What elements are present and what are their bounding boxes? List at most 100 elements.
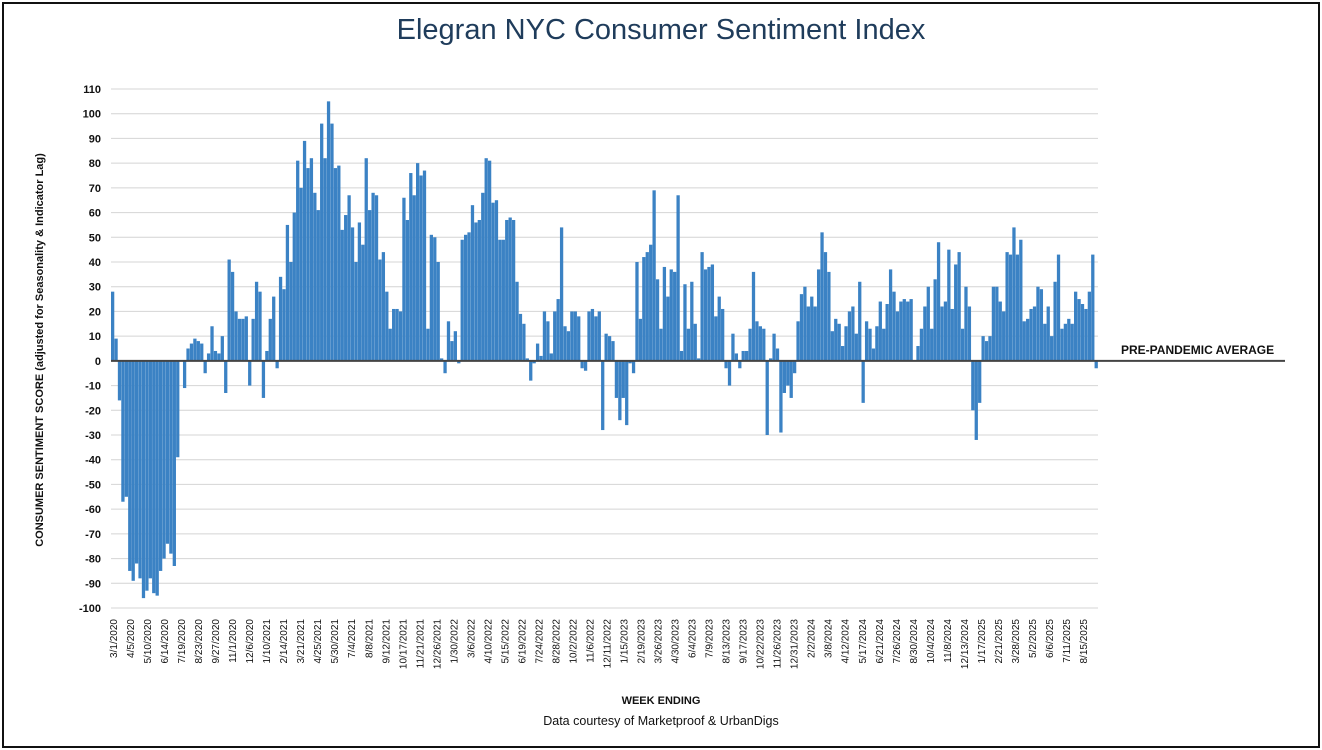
data-source-note: Data courtesy of Marketproof & UrbanDigs (543, 714, 779, 728)
bar (882, 328, 886, 361)
bar (734, 353, 739, 361)
bar (936, 242, 941, 361)
bar (1053, 281, 1057, 361)
x-tick-label: 11/26/2023 (773, 619, 784, 669)
bar (457, 360, 461, 364)
bar (505, 219, 509, 361)
bar (148, 360, 152, 579)
bar (364, 158, 368, 361)
x-tick-label: 7/9/2023 (705, 619, 716, 658)
x-tick-label: 12/6/2020 (245, 619, 256, 664)
x-tick-label: 6/6/2025 (1045, 619, 1056, 658)
x-tick-label: 3/6/2022 (466, 619, 477, 658)
bar (244, 316, 248, 361)
bar (796, 321, 800, 361)
bar (121, 360, 125, 502)
bar (573, 311, 577, 361)
x-tick-label: 2/21/2025 (994, 619, 1005, 664)
bar (690, 281, 694, 361)
x-tick-label: 10/2/2022 (568, 619, 579, 664)
bar (542, 311, 547, 361)
bar (697, 358, 701, 361)
x-tick-label: 1/30/2022 (449, 619, 460, 664)
bar (559, 227, 564, 361)
bar (453, 331, 457, 361)
bar (703, 269, 708, 361)
bar (899, 301, 903, 361)
bar (340, 229, 344, 361)
x-tick-label: 9/27/2020 (211, 619, 222, 664)
x-tick-label: 6/21/2024 (875, 619, 886, 664)
bar (981, 336, 985, 361)
x-tick-label: 5/15/2022 (500, 619, 511, 664)
bar (991, 286, 996, 361)
bar (614, 360, 619, 398)
x-tick-label: 3/1/2020 (109, 619, 120, 658)
bar (422, 170, 427, 361)
bar (230, 271, 235, 361)
bar (676, 195, 680, 361)
bar (117, 360, 122, 401)
bar (460, 239, 464, 361)
x-tick-label: 11/8/2024 (943, 619, 954, 663)
x-tick-label: 4/5/2020 (126, 619, 137, 658)
bar (847, 311, 852, 361)
x-tick-label: 6/19/2022 (517, 619, 528, 664)
bar (950, 308, 954, 361)
x-tick-label: 7/26/2024 (892, 619, 903, 664)
bar (285, 224, 290, 361)
bar (916, 346, 920, 361)
bar (172, 360, 176, 566)
x-tick-label: 8/28/2022 (551, 619, 562, 664)
bar (224, 360, 228, 393)
x-tick-label: 11/21/2021 (415, 619, 426, 669)
bar (861, 360, 865, 403)
bar (450, 341, 454, 361)
x-tick-label: 10/4/2024 (926, 619, 937, 664)
bar (933, 279, 937, 361)
bar (1046, 306, 1050, 361)
bar (628, 360, 632, 364)
bar (210, 326, 214, 361)
bar (1091, 254, 1095, 361)
bar (988, 336, 992, 361)
x-tick-label: 4/25/2021 (313, 619, 324, 664)
bar (532, 360, 536, 364)
bar (943, 301, 948, 361)
bar (751, 271, 756, 361)
x-tick-label: 11/1/2020 (228, 619, 239, 663)
bar (182, 360, 187, 389)
bar (1067, 318, 1071, 361)
bar (765, 360, 769, 435)
bar (446, 321, 451, 361)
bar (1070, 323, 1074, 361)
bar (1087, 291, 1091, 361)
y-tick-label: -30 (85, 430, 101, 442)
bar (1094, 360, 1098, 369)
bar (714, 316, 718, 361)
bar (1050, 336, 1054, 361)
bar (320, 123, 324, 361)
bar (721, 308, 725, 361)
y-tick-label: -50 (85, 479, 101, 491)
bar (296, 160, 300, 361)
bar (487, 160, 492, 361)
bar (645, 252, 649, 361)
bar (662, 266, 667, 361)
bar (326, 101, 331, 361)
bar (998, 301, 1002, 361)
bar (1019, 239, 1023, 361)
bar (930, 328, 934, 361)
bar (686, 328, 691, 361)
y-tick-label: 50 (89, 232, 101, 244)
bar (165, 360, 170, 544)
bar (200, 343, 204, 361)
bar (443, 360, 447, 374)
x-tick-label: 4/10/2022 (483, 619, 494, 664)
bar (748, 328, 752, 361)
bar (265, 350, 269, 361)
bar (875, 326, 879, 361)
bar (272, 296, 276, 361)
bar (357, 222, 362, 361)
